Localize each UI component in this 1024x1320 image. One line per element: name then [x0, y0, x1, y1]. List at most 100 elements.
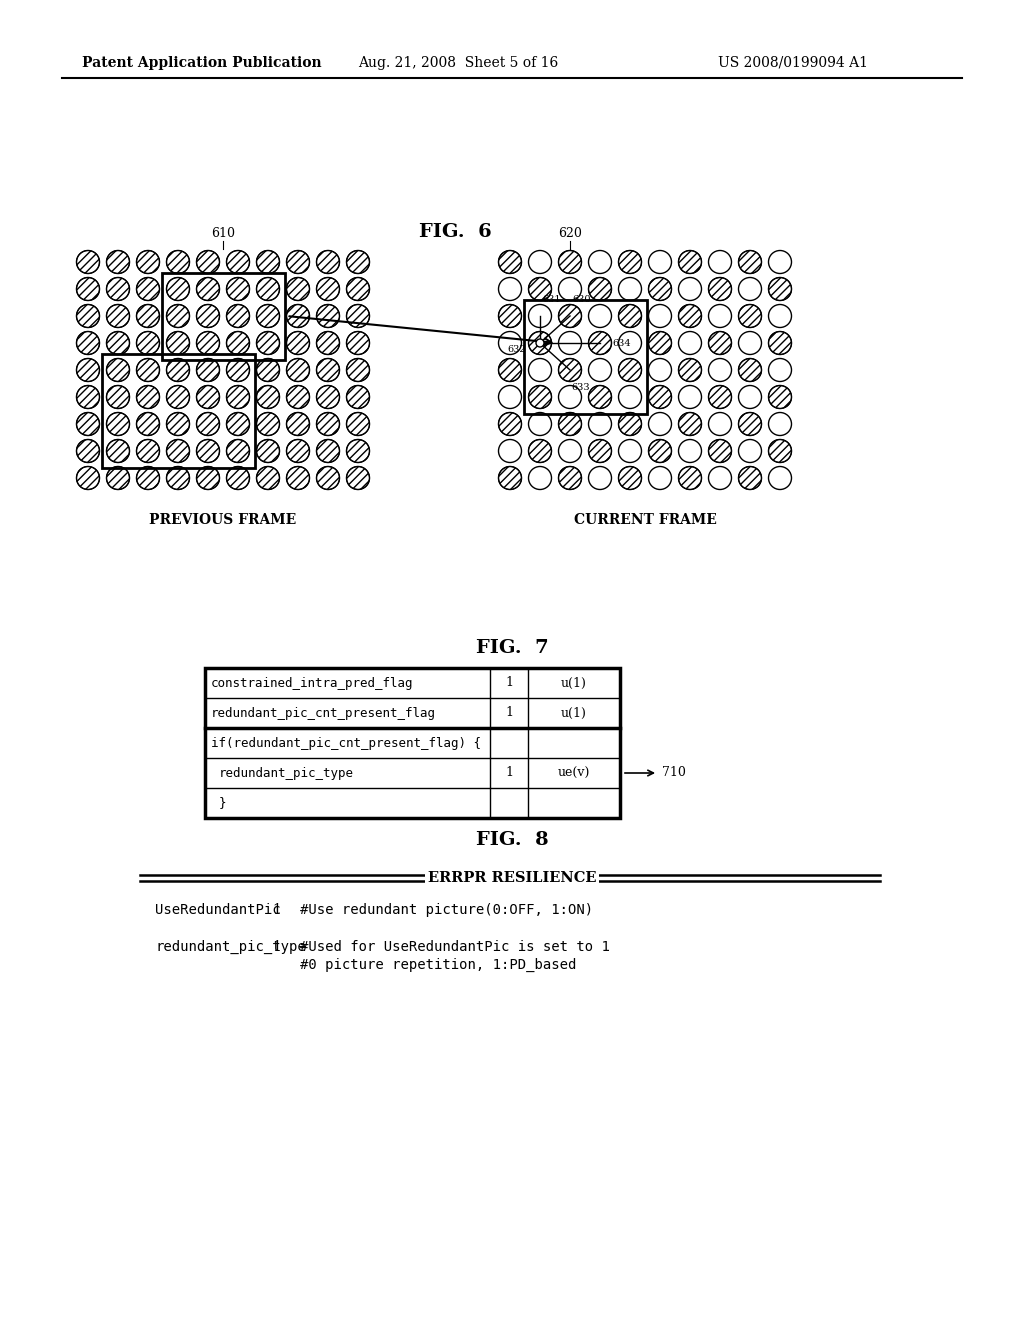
- Circle shape: [136, 385, 160, 408]
- Circle shape: [287, 359, 309, 381]
- Circle shape: [768, 466, 792, 490]
- Circle shape: [738, 412, 762, 436]
- Circle shape: [226, 359, 250, 381]
- Circle shape: [618, 412, 641, 436]
- Circle shape: [316, 412, 340, 436]
- Bar: [205, 668, 620, 818]
- Circle shape: [256, 305, 280, 327]
- Circle shape: [618, 466, 641, 490]
- Circle shape: [618, 385, 641, 408]
- Circle shape: [528, 331, 552, 355]
- Circle shape: [618, 251, 641, 273]
- Circle shape: [287, 385, 309, 408]
- Circle shape: [316, 359, 340, 381]
- Circle shape: [768, 277, 792, 301]
- Circle shape: [106, 440, 129, 462]
- Text: 1: 1: [505, 676, 513, 689]
- Circle shape: [528, 440, 552, 462]
- Circle shape: [499, 251, 521, 273]
- Circle shape: [589, 385, 611, 408]
- Circle shape: [528, 359, 552, 381]
- Text: Patent Application Publication: Patent Application Publication: [82, 55, 322, 70]
- Circle shape: [618, 359, 641, 381]
- Circle shape: [197, 440, 219, 462]
- Circle shape: [316, 331, 340, 355]
- Text: FIG.  8: FIG. 8: [476, 832, 548, 849]
- Circle shape: [226, 440, 250, 462]
- Circle shape: [679, 385, 701, 408]
- Text: #Used for UseRedundantPic is set to 1: #Used for UseRedundantPic is set to 1: [300, 940, 610, 954]
- Circle shape: [558, 331, 582, 355]
- Circle shape: [106, 385, 129, 408]
- Circle shape: [197, 305, 219, 327]
- Circle shape: [346, 385, 370, 408]
- Circle shape: [738, 466, 762, 490]
- Circle shape: [589, 359, 611, 381]
- Circle shape: [287, 331, 309, 355]
- Text: 633: 633: [571, 383, 590, 392]
- Circle shape: [738, 277, 762, 301]
- Text: US 2008/0199094 A1: US 2008/0199094 A1: [718, 55, 868, 70]
- Circle shape: [77, 466, 99, 490]
- Circle shape: [256, 412, 280, 436]
- Circle shape: [167, 440, 189, 462]
- Circle shape: [499, 466, 521, 490]
- Circle shape: [197, 331, 219, 355]
- Circle shape: [346, 277, 370, 301]
- Circle shape: [558, 251, 582, 273]
- Text: redundant_pic_cnt_present_flag: redundant_pic_cnt_present_flag: [211, 706, 436, 719]
- Text: ue(v): ue(v): [558, 767, 590, 780]
- Circle shape: [679, 305, 701, 327]
- Circle shape: [679, 359, 701, 381]
- Circle shape: [738, 385, 762, 408]
- Circle shape: [316, 466, 340, 490]
- Circle shape: [558, 466, 582, 490]
- Circle shape: [738, 251, 762, 273]
- Circle shape: [167, 305, 189, 327]
- Circle shape: [316, 251, 340, 273]
- Circle shape: [528, 277, 552, 301]
- Text: 631: 631: [542, 296, 560, 305]
- Circle shape: [679, 466, 701, 490]
- Text: #0 picture repetition, 1:PD_based: #0 picture repetition, 1:PD_based: [300, 958, 577, 972]
- Circle shape: [136, 277, 160, 301]
- Circle shape: [648, 331, 672, 355]
- Circle shape: [558, 385, 582, 408]
- Circle shape: [679, 412, 701, 436]
- Circle shape: [106, 251, 129, 273]
- Text: 1: 1: [505, 767, 513, 780]
- Circle shape: [256, 251, 280, 273]
- Circle shape: [679, 251, 701, 273]
- Circle shape: [499, 385, 521, 408]
- Circle shape: [528, 385, 552, 408]
- Circle shape: [287, 440, 309, 462]
- Circle shape: [77, 331, 99, 355]
- Circle shape: [648, 385, 672, 408]
- Circle shape: [589, 277, 611, 301]
- Circle shape: [648, 466, 672, 490]
- Text: 634: 634: [612, 338, 631, 347]
- Circle shape: [648, 277, 672, 301]
- Text: redundant_pic_type: redundant_pic_type: [155, 940, 306, 954]
- Circle shape: [346, 331, 370, 355]
- Circle shape: [197, 466, 219, 490]
- Circle shape: [709, 359, 731, 381]
- Text: u(1): u(1): [561, 676, 587, 689]
- Circle shape: [558, 359, 582, 381]
- Text: 630: 630: [572, 296, 591, 305]
- Circle shape: [679, 331, 701, 355]
- Circle shape: [287, 412, 309, 436]
- Circle shape: [679, 277, 701, 301]
- Circle shape: [768, 440, 792, 462]
- Circle shape: [256, 331, 280, 355]
- Circle shape: [287, 305, 309, 327]
- Circle shape: [256, 466, 280, 490]
- Circle shape: [648, 305, 672, 327]
- Circle shape: [709, 331, 731, 355]
- Circle shape: [106, 277, 129, 301]
- Circle shape: [197, 412, 219, 436]
- Circle shape: [499, 412, 521, 436]
- Circle shape: [709, 440, 731, 462]
- Text: redundant_pic_type: redundant_pic_type: [219, 767, 354, 780]
- Circle shape: [167, 277, 189, 301]
